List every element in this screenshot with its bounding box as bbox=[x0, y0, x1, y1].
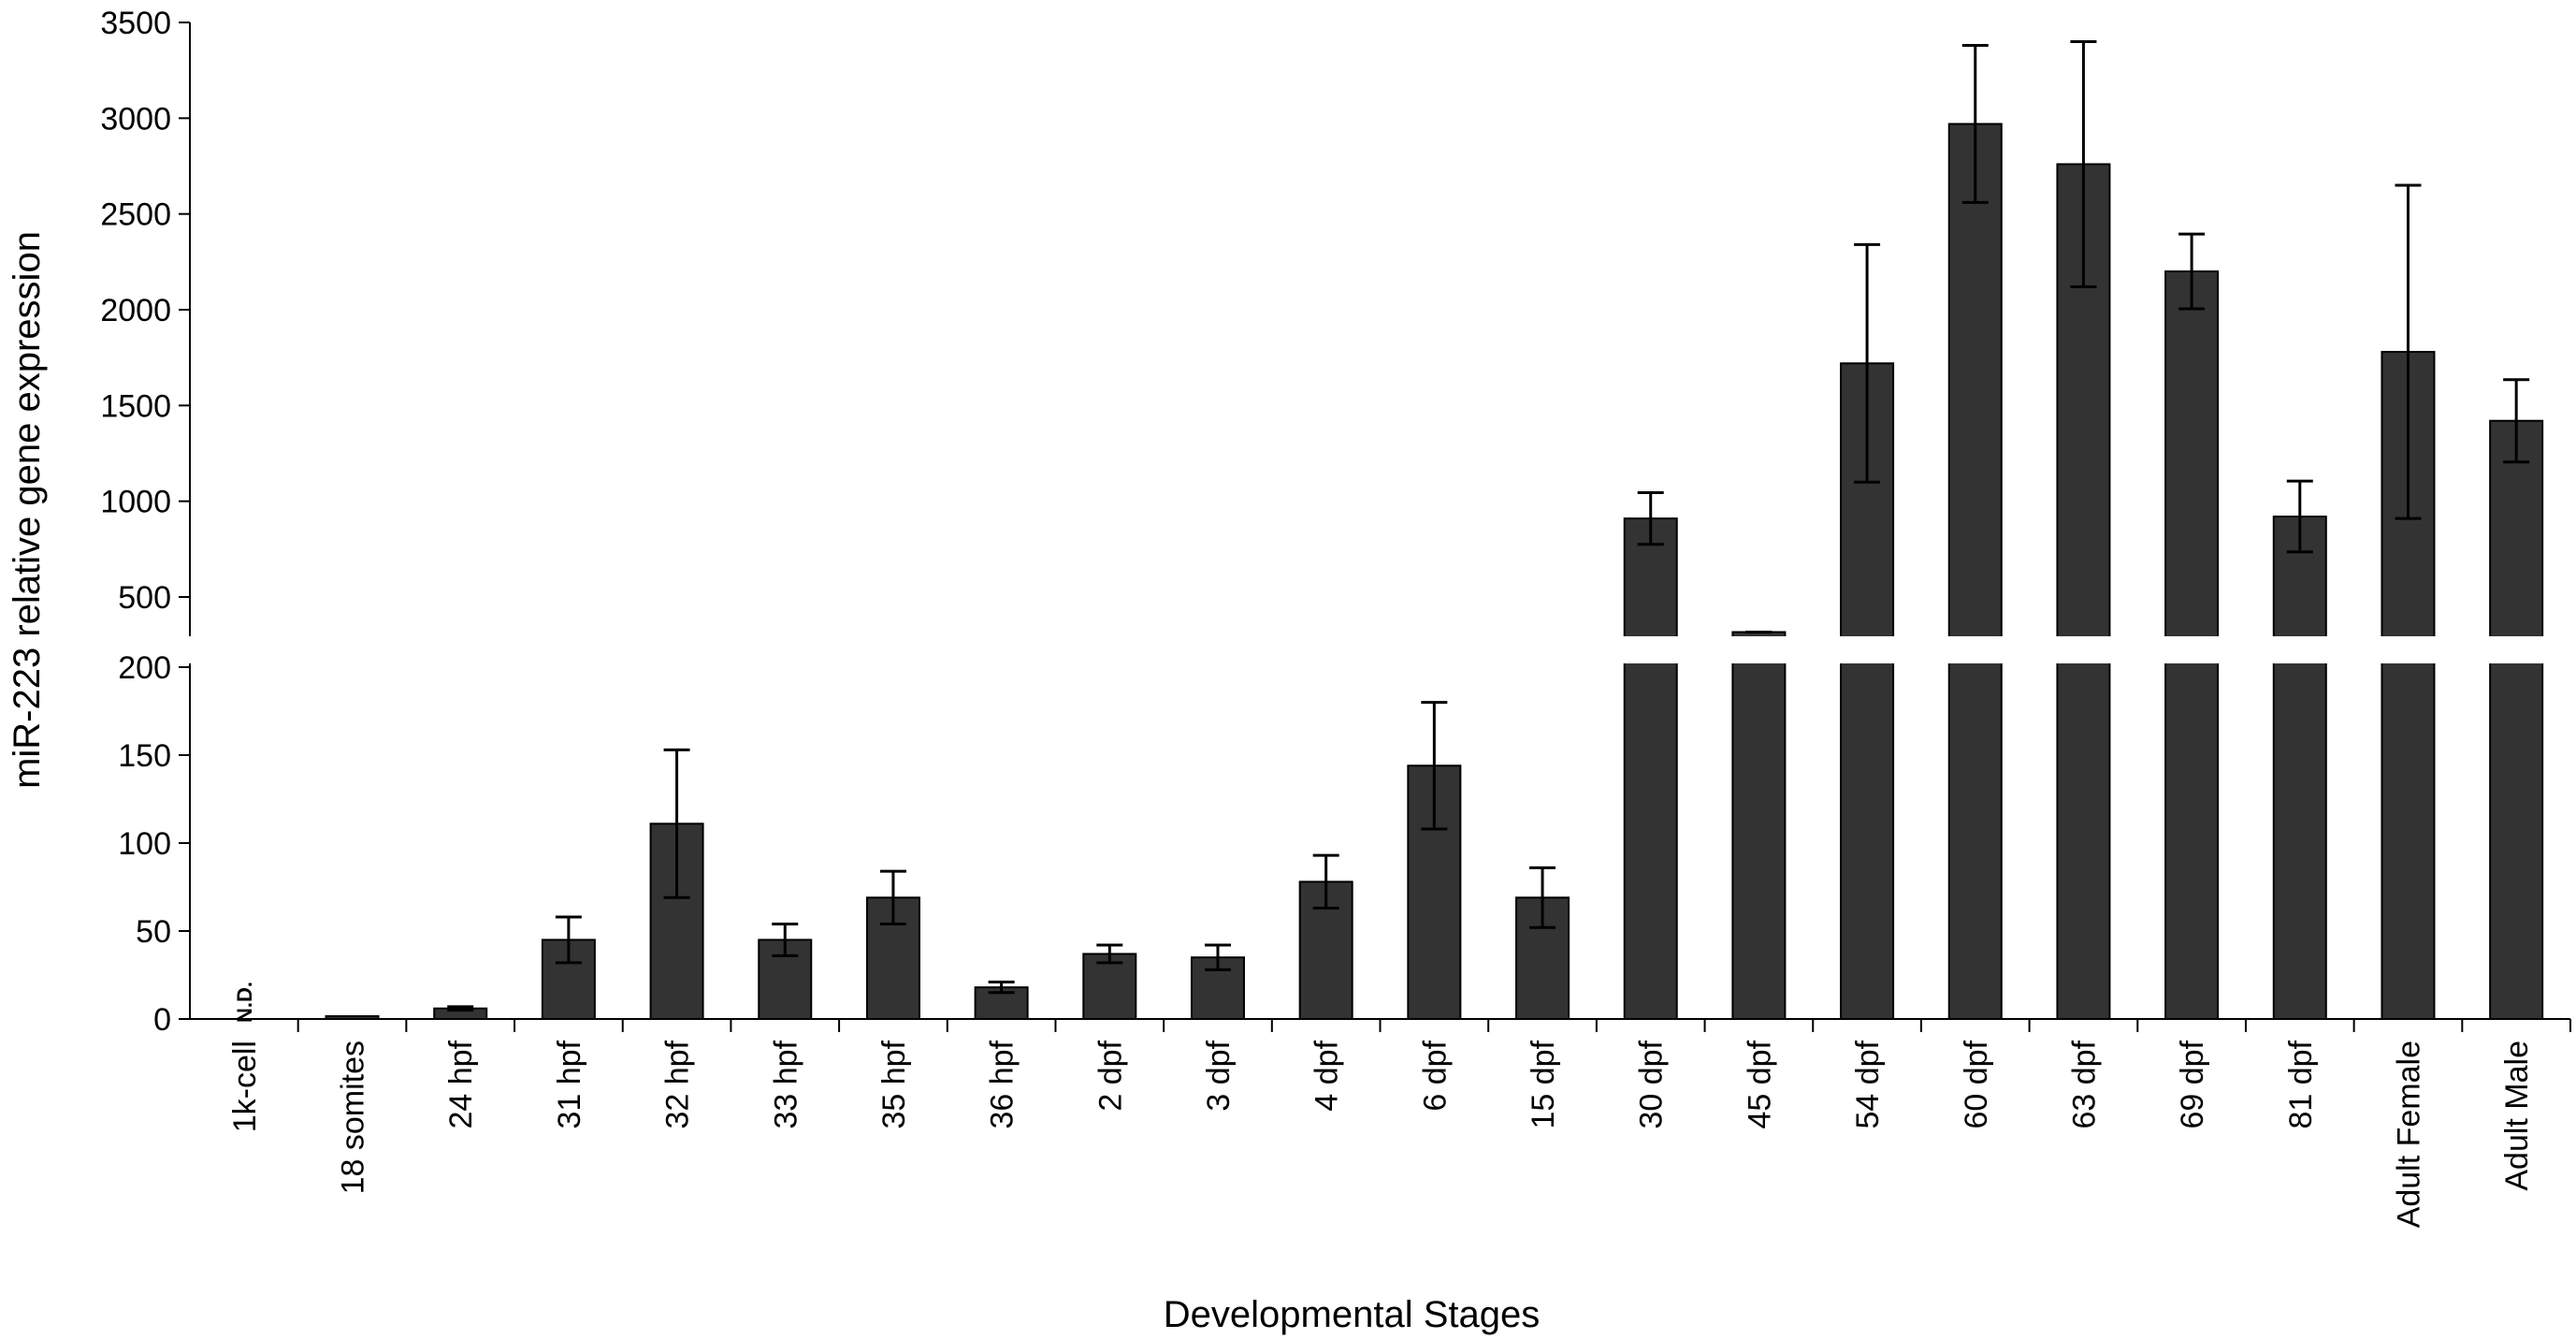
y-tick-label: 3500 bbox=[100, 6, 171, 41]
y-axis-label: miR-223 relative gene expression bbox=[7, 231, 48, 789]
y-tick-label: 100 bbox=[118, 826, 171, 862]
break-band bbox=[173, 636, 2572, 663]
x-tick-label: 30 dpf bbox=[1634, 1040, 1670, 1128]
x-tick-label: 60 dpf bbox=[1959, 1040, 1994, 1128]
x-tick-label: 33 hpf bbox=[768, 1040, 803, 1128]
x-tick-label: 18 somites bbox=[336, 1041, 371, 1194]
x-tick-label: 81 dpf bbox=[2283, 1040, 2319, 1128]
bar bbox=[2272, 516, 2327, 1020]
x-tick-label: 31 hpf bbox=[552, 1040, 587, 1128]
not-detected-label: N.D. bbox=[233, 982, 256, 1023]
x-tick-label: 15 dpf bbox=[1526, 1040, 1561, 1128]
x-tick-label: 32 hpf bbox=[660, 1040, 696, 1128]
y-tick-label: 2000 bbox=[100, 293, 171, 328]
x-tick-label: 69 dpf bbox=[2175, 1040, 2210, 1128]
x-tick-label: 1k-cell bbox=[227, 1041, 263, 1132]
x-tick-label: 35 hpf bbox=[876, 1040, 912, 1128]
x-tick-label: Adult Male bbox=[2499, 1041, 2535, 1191]
x-tick-label: 36 hpf bbox=[985, 1040, 1020, 1128]
error-bars bbox=[447, 39, 2530, 1012]
y-tick-label: 150 bbox=[118, 738, 171, 774]
bar bbox=[1947, 123, 2003, 1020]
y-tick-label: 2500 bbox=[100, 197, 171, 233]
x-tick-label: 45 dpf bbox=[1742, 1040, 1777, 1128]
y-tick-label: 1500 bbox=[100, 388, 171, 424]
x-tick-label: 54 dpf bbox=[1850, 1040, 1886, 1128]
y-tick-labels: 0 50 100 150 200 500 1000 1500 2000 2500 3000 3500 bbox=[100, 6, 171, 1038]
y-tick-label: 200 bbox=[118, 650, 171, 686]
axis-break bbox=[173, 636, 2572, 663]
y-tick-label: 1000 bbox=[100, 485, 171, 520]
bar bbox=[1623, 517, 1678, 1020]
y-tick-label: 3000 bbox=[100, 101, 171, 137]
x-tick-label: 63 dpf bbox=[2066, 1040, 2102, 1128]
x-category-labels: 1k-cell 18 somites 24 hpf 31 hpf 32 hpf 33 hp… bbox=[227, 1040, 2535, 1228]
x-tick-label: 24 hpf bbox=[443, 1040, 479, 1128]
bar bbox=[2056, 163, 2111, 1021]
x-axis-label: Developmental Stages bbox=[1164, 1294, 1540, 1335]
x-tick-label: 3 dpf bbox=[1201, 1040, 1237, 1111]
x-tick-label: 6 dpf bbox=[1417, 1040, 1453, 1111]
x-tick-label: Adult Female bbox=[2391, 1041, 2426, 1228]
y-tick-label: 50 bbox=[136, 914, 171, 950]
plot-area: N.D. 0 50 100 150 200 500 1000 1500 2000 2500 3000… bbox=[100, 6, 2572, 1228]
y-tick-label: 500 bbox=[118, 580, 171, 616]
bars: N.D. bbox=[233, 123, 2544, 1023]
y-tick-label: 0 bbox=[153, 1002, 171, 1038]
bar bbox=[1731, 631, 1787, 1020]
bar bbox=[2489, 419, 2544, 1020]
x-tick-label: 2 dpf bbox=[1093, 1040, 1128, 1111]
axes bbox=[179, 22, 2571, 1032]
x-tick-label: 4 dpf bbox=[1310, 1040, 1345, 1111]
